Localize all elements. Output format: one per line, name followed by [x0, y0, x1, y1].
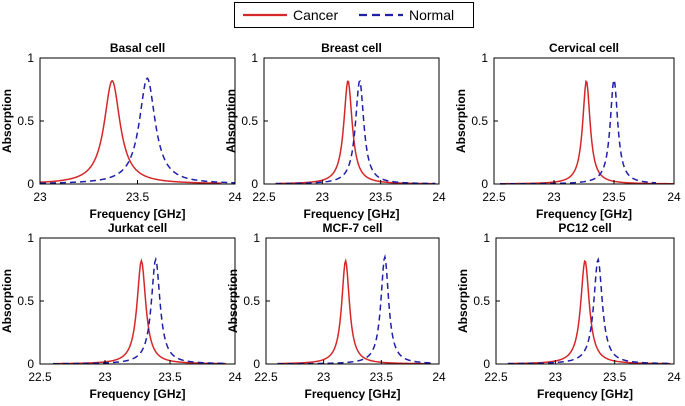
x-axis-label: Frequency [GHz]	[303, 207, 399, 221]
legend-item-normal: Normal	[359, 3, 454, 27]
y-axis-label: Absorption	[226, 269, 240, 333]
legend-label-normal: Normal	[409, 7, 455, 23]
x-axis-label: Frequency [GHz]	[304, 387, 400, 401]
series-line-normal	[277, 254, 431, 365]
y-tick-label: 0	[481, 177, 488, 191]
y-axis-label: Absorption	[0, 89, 14, 153]
series-line-normal	[499, 79, 657, 185]
series-line-normal	[507, 256, 671, 365]
x-tick-label: 22.5	[28, 370, 52, 384]
x-tick-label: 24	[667, 370, 681, 384]
x-tick-label: 24	[667, 190, 681, 204]
y-tick-label: 1	[253, 231, 260, 245]
x-tick-label: 24	[228, 370, 242, 384]
x-axis-label: Frequency [GHz]	[89, 207, 185, 221]
x-tick-label: 23.5	[370, 370, 394, 384]
y-tick-label: 1	[27, 231, 34, 245]
series-line-normal	[39, 76, 236, 184]
x-axis-label: Frequency [GHz]	[89, 387, 185, 401]
y-tick-label: 0.5	[17, 114, 34, 128]
x-tick-label: 23	[317, 370, 331, 384]
y-tick-label: 0	[253, 357, 260, 371]
series-line-cancer	[39, 79, 222, 184]
y-tick-label: 0	[27, 357, 34, 371]
y-tick-label: 1	[483, 231, 490, 245]
y-tick-label: 1	[251, 51, 258, 65]
subplot-title: Breast cell	[321, 41, 382, 55]
subplot-title: Cervical cell	[549, 41, 619, 55]
x-tick-label: 24	[432, 190, 446, 204]
subplot-4: 22.5 23 23.5 24 0 0.5 1 Jurkat cell Frequency [G…	[0, 221, 242, 401]
y-tick-label: 1	[481, 51, 488, 65]
y-tick-label: 0	[483, 357, 490, 371]
x-tick-label: 23.5	[602, 190, 626, 204]
y-tick-label: 0.5	[473, 294, 490, 308]
y-tick-label: 1	[27, 51, 34, 65]
axes-box	[39, 57, 236, 185]
y-tick-label: 0	[251, 177, 258, 191]
subplot-3: 22.5 23 23.5 24 0 0.5 1 Cervical cell Frequency …	[454, 41, 681, 221]
x-tick-label: 23.5	[126, 190, 150, 204]
legend-item-cancer: Cancer	[243, 3, 338, 27]
subplot-title: Basal cell	[110, 41, 165, 55]
y-tick-label: 0	[27, 177, 34, 191]
x-tick-label: 22.5	[254, 370, 278, 384]
y-axis-label: Absorption	[224, 89, 238, 153]
subplot-title: MCF-7 cell	[322, 221, 382, 235]
x-tick-label: 23.5	[369, 190, 393, 204]
subplot-6: 22.5 23 23.5 24 0 0.5 1 PC12 cell Frequency [GHz…	[456, 221, 681, 401]
legend-label-cancer: Cancer	[293, 7, 339, 23]
x-tick-label: 23	[549, 370, 563, 384]
x-tick-label: 23	[98, 370, 112, 384]
series-line-cancer	[52, 257, 226, 365]
series-line-cancer	[275, 80, 436, 185]
x-axis-label: Frequency [GHz]	[536, 207, 632, 221]
x-tick-label: 24	[432, 370, 446, 384]
subplot-title: PC12 cell	[558, 221, 611, 235]
series-line-normal	[275, 79, 436, 185]
x-tick-label: 23	[547, 190, 561, 204]
subplot-1: 23 23.5 24 0 0.5 1 Basal cell Frequency [GHz] Ab…	[0, 41, 242, 221]
y-tick-label: 0.5	[17, 294, 34, 308]
axes-box	[495, 237, 675, 365]
x-tick-label: 22.5	[484, 370, 508, 384]
legend-line-cancer	[243, 13, 287, 17]
series-line-cancer	[499, 79, 675, 185]
y-axis-label: Absorption	[0, 269, 14, 333]
x-tick-label: 24	[228, 190, 242, 204]
axes-box	[265, 237, 440, 365]
legend-line-normal	[359, 13, 403, 17]
x-tick-label: 23.5	[603, 370, 627, 384]
x-tick-label: 22.5	[482, 190, 506, 204]
subplot-title: Jurkat cell	[108, 221, 167, 235]
y-tick-label: 0.5	[241, 114, 258, 128]
x-tick-label: 22.5	[252, 190, 276, 204]
x-tick-label: 23	[33, 190, 47, 204]
axes-box	[493, 57, 675, 185]
x-axis-label: Frequency [GHz]	[537, 387, 633, 401]
subplot-5: 22.5 23 23.5 24 0 0.5 1 MCF-7 cell Frequency [GH…	[226, 221, 446, 401]
y-tick-label: 0.5	[471, 114, 488, 128]
y-axis-label: Absorption	[456, 269, 470, 333]
y-axis-label: Absorption	[454, 89, 468, 153]
legend: Cancer Normal	[234, 2, 474, 28]
subplot-2: 22.5 23 23.5 24 0 0.5 1 Breast cell Frequency [G…	[224, 41, 446, 221]
series-line-cancer	[507, 259, 671, 365]
y-tick-label: 0.5	[243, 294, 260, 308]
series-line-cancer	[277, 257, 431, 365]
x-tick-label: 23	[316, 190, 330, 204]
x-tick-label: 23.5	[158, 370, 182, 384]
